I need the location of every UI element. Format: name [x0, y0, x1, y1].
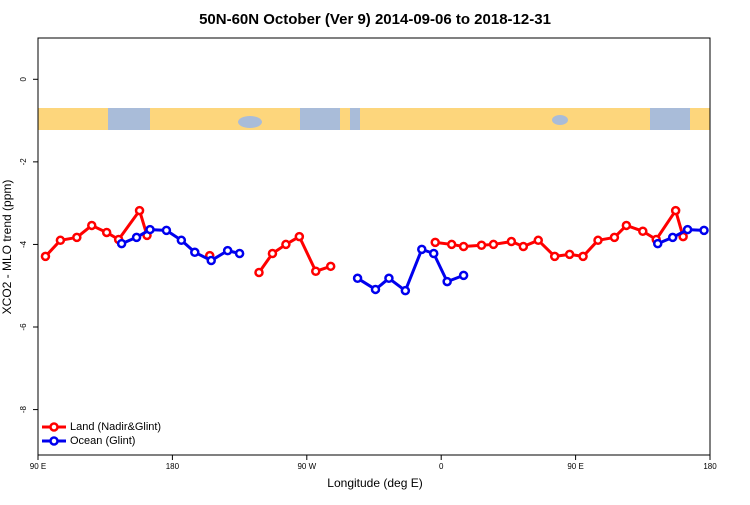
y-tick-label: -2: [19, 158, 28, 166]
data-point: [234, 248, 245, 259]
map-water: [552, 115, 568, 125]
data-point: [72, 232, 82, 243]
data-point: [593, 235, 603, 246]
data-point: [506, 236, 517, 247]
map-band: [38, 108, 710, 130]
map-land: [340, 108, 350, 130]
data-point: [533, 235, 544, 246]
data-point: [161, 225, 172, 236]
data-point: [101, 227, 112, 238]
data-point: [476, 240, 487, 251]
x-tick-label: 180: [703, 462, 717, 471]
map-land: [690, 108, 710, 130]
data-point: [222, 245, 233, 256]
y-tick-label: -4: [19, 240, 28, 248]
data-point: [267, 248, 278, 259]
data-point: [145, 224, 155, 235]
data-point: [40, 251, 51, 262]
legend-marker: [49, 436, 59, 446]
data-point: [400, 285, 411, 296]
data-point: [518, 241, 529, 252]
data-point: [190, 247, 200, 258]
data-point: [458, 270, 469, 281]
data-point: [87, 220, 97, 231]
y-tick-label: -6: [19, 323, 28, 331]
data-point: [670, 205, 681, 216]
data-point: [384, 273, 394, 284]
data-point: [446, 239, 457, 250]
legend-label: Ocean (Glint): [70, 435, 135, 447]
legend-label: Land (Nadir&Glint): [70, 421, 161, 433]
x-tick-label: 0: [439, 462, 444, 471]
x-tick-label: 90 E: [30, 462, 46, 471]
data-point: [176, 235, 187, 246]
data-point: [131, 232, 142, 243]
chart-title: 50N-60N October (Ver 9) 2014-09-06 to 20…: [199, 11, 551, 28]
map-land: [150, 108, 300, 130]
data-point: [294, 231, 305, 242]
data-point: [652, 238, 663, 249]
series-line: [44, 209, 685, 274]
data-point: [458, 241, 469, 252]
data-point: [370, 284, 381, 295]
x-tick-label: 90 E: [567, 462, 583, 471]
data-point: [311, 266, 321, 277]
data-point: [430, 237, 440, 248]
data-point: [134, 205, 145, 216]
data-point: [564, 249, 575, 260]
map-land: [360, 108, 650, 130]
data-point: [621, 220, 632, 231]
map-land: [38, 108, 108, 130]
data-point: [352, 273, 363, 284]
x-axis-label: Longitude (deg E): [327, 476, 422, 490]
data-point: [55, 235, 66, 246]
data-point: [325, 261, 336, 272]
data-point: [442, 276, 452, 287]
data-point: [417, 244, 427, 255]
data-point: [549, 251, 560, 262]
data-point: [254, 267, 264, 278]
data-point: [488, 239, 499, 250]
data-point: [578, 251, 588, 262]
legend-marker: [49, 422, 59, 432]
data-point: [667, 232, 678, 243]
x-tick-label: 180: [166, 462, 180, 471]
y-axis-label: XCO2 - MLO trend (ppm): [0, 180, 14, 315]
x-tick-label: 90 W: [297, 462, 316, 471]
data-point: [682, 224, 693, 235]
data-point: [281, 239, 291, 250]
y-tick-label: 0: [19, 77, 28, 82]
data-point: [638, 226, 648, 236]
data-point: [206, 255, 216, 266]
map-water: [238, 116, 262, 128]
plot-frame: [37, 37, 711, 456]
data-point: [428, 248, 439, 259]
data-point: [609, 232, 620, 243]
y-tick-label: -8: [19, 405, 28, 413]
data-point: [116, 238, 127, 249]
data-point: [699, 225, 709, 236]
